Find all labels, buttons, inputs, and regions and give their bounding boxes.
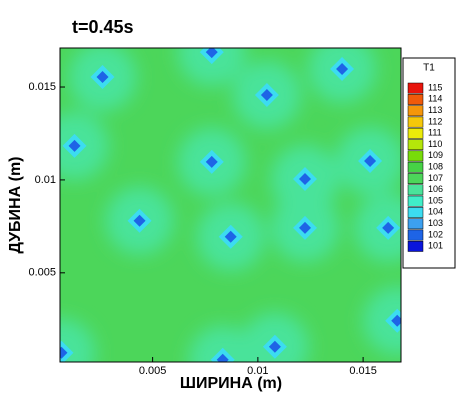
- colorbar-title: T1: [423, 63, 435, 74]
- colorbar-swatch: [407, 207, 424, 218]
- colorbar-swatch: [407, 184, 424, 196]
- colorbar-swatch: [407, 150, 424, 162]
- colorbar-swatch: [407, 240, 424, 252]
- colorbar-swatch: [407, 229, 424, 241]
- colorbar-label: 107: [428, 173, 443, 183]
- chart-title: t=0.45s: [72, 17, 134, 37]
- cold-spot: [205, 155, 218, 168]
- cold-spot: [364, 154, 377, 167]
- halo: [177, 48, 246, 87]
- colorbar: 1151141131121111101091081071061051041031…: [407, 82, 443, 252]
- cold-spot: [133, 214, 146, 227]
- colorbar-label: 115: [428, 82, 442, 92]
- cold-spot: [60, 346, 68, 359]
- cold-spot: [268, 340, 281, 353]
- cold-spot: [216, 353, 229, 362]
- colorbar-swatch: [407, 105, 424, 117]
- cold-spot: [224, 230, 237, 243]
- halo: [188, 325, 257, 362]
- colorbar-label: 102: [428, 229, 443, 239]
- contour-field: [60, 48, 401, 362]
- cold-spot: [391, 314, 401, 327]
- colorbar-label: 111: [428, 128, 442, 138]
- colorbar-swatch: [407, 173, 424, 184]
- cold-spot: [299, 172, 312, 185]
- colorbar-label: 114: [428, 94, 442, 104]
- cold-spot: [336, 62, 349, 75]
- x-tick-label: 0.015: [349, 365, 377, 377]
- halo-layer: [60, 48, 401, 362]
- colorbar-label: 101: [428, 241, 443, 251]
- colorbar-label: 104: [428, 207, 443, 217]
- y-tick-label: 0.015: [28, 81, 56, 93]
- colorbar-swatch: [407, 82, 424, 94]
- colorbar-swatch: [407, 218, 424, 230]
- axes: 0.005 0.01 0.015 0.005 0.01 0.015: [28, 81, 376, 377]
- cold-spot: [299, 221, 312, 234]
- colorbar-label: 106: [428, 184, 443, 194]
- colorbar-label: 113: [428, 105, 442, 115]
- colorbar-label: 109: [428, 150, 443, 160]
- colorbar-swatch: [407, 139, 424, 151]
- halo: [363, 286, 401, 355]
- colorbar-swatch: [407, 116, 424, 128]
- y-tick-label: 0.005: [28, 267, 56, 279]
- cold-spot: [205, 48, 218, 59]
- colorbar-label: 110: [428, 139, 442, 149]
- colorbar-label: 105: [428, 195, 443, 205]
- colorbar-swatch: [407, 127, 424, 139]
- colorbar-swatch: [407, 161, 424, 173]
- colorbar-swatch: [407, 94, 424, 105]
- colorbar-label: 112: [428, 116, 442, 126]
- x-axis-title: ШИРИНА (m): [180, 375, 282, 392]
- x-tick-label: 0.005: [139, 365, 167, 377]
- colorbar-swatch: [407, 195, 424, 207]
- y-axis-title: ДУБИНА (m): [7, 157, 24, 254]
- y-tick-label: 0.01: [35, 174, 56, 186]
- cold-spot: [96, 70, 109, 83]
- plot-frame: [59, 47, 402, 363]
- cold-spot: [68, 139, 81, 152]
- colorbar-label: 103: [428, 218, 443, 228]
- spot-layer: [60, 48, 401, 362]
- x-tick-label: 0.01: [247, 365, 268, 377]
- cold-spot: [260, 89, 273, 102]
- colorbar-label: 108: [428, 161, 443, 171]
- cold-spot: [382, 221, 395, 234]
